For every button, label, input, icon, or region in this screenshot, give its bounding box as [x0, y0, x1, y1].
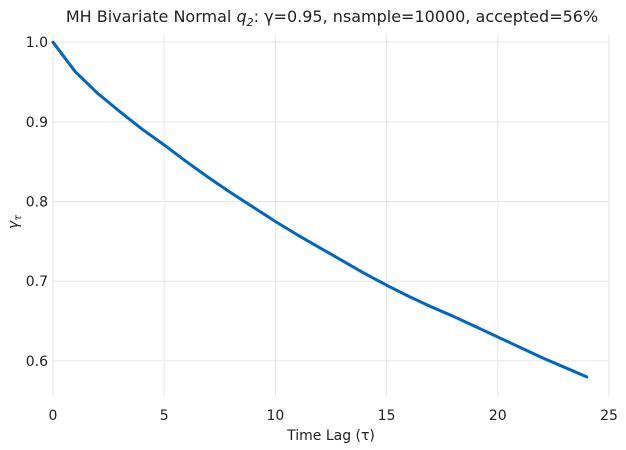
x-tick-label: 15: [378, 408, 396, 424]
x-gridlines: [52, 35, 610, 396]
y-axis-label-subscript: τ: [13, 214, 24, 221]
y-tick-label: 0.6: [26, 354, 48, 370]
y-tick-label: 0.8: [26, 195, 48, 211]
y-tick-labels: 0.6 0.7 0.8 0.9 1.0: [26, 35, 48, 370]
series-line: [51, 40, 589, 379]
title-suffix: : γ=0.95, nsample=10000, accepted=56%: [254, 7, 599, 26]
x-tick-label: 25: [600, 408, 618, 424]
x-tick-label: 5: [160, 408, 169, 424]
y-gridlines: [53, 41, 609, 362]
x-tick-label: 20: [489, 408, 507, 424]
title-prefix: MH Bivariate Normal: [66, 7, 237, 26]
x-tick-labels: 0 5 10 15 20 25: [49, 408, 618, 424]
y-tick-label: 0.9: [26, 115, 48, 131]
x-tick-label: 0: [49, 408, 58, 424]
x-tick-label: 10: [266, 408, 284, 424]
y-axis-label: γτ: [6, 214, 24, 229]
y-tick-label: 1.0: [26, 35, 48, 51]
x-axis-label: Time Lag (τ): [286, 428, 375, 444]
y-axis-label-main: γ: [6, 220, 22, 229]
title-q-subscript: 2: [247, 16, 254, 29]
chart-title: MH Bivariate Normal q2: γ=0.95, nsample=…: [66, 7, 598, 29]
title-q: q: [236, 7, 246, 26]
y-tick-label: 0.7: [26, 274, 48, 290]
